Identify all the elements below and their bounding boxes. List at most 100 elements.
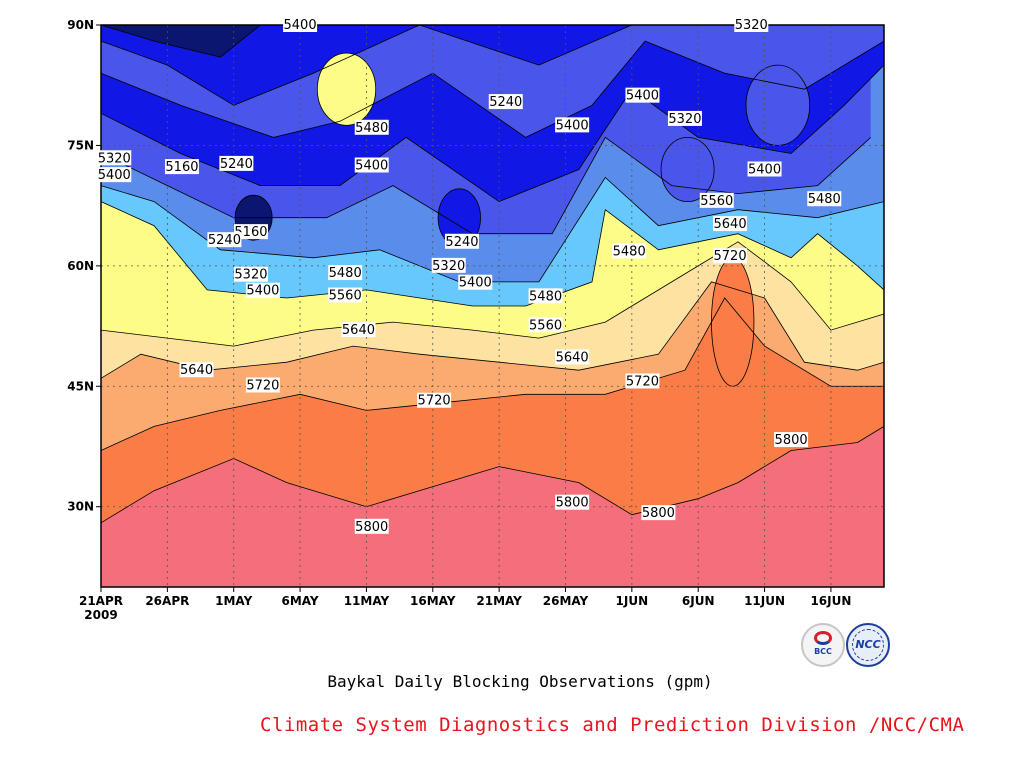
contour-label-text: 5320 <box>668 112 701 127</box>
contour-line <box>100 136 871 235</box>
y-tick-label: 75N <box>67 138 94 152</box>
contour-label-text: 5400 <box>284 18 317 33</box>
contour-label-box <box>354 518 389 534</box>
contour-label-text: 5720 <box>714 249 747 264</box>
contour-label-box <box>713 216 748 232</box>
contour-label-text: 5480 <box>529 289 562 304</box>
contour-line <box>100 297 884 451</box>
contour-label: 5480 <box>807 191 842 207</box>
contour-label-text: 5160 <box>165 160 198 175</box>
contour-label: 5480 <box>328 265 363 281</box>
contour-label: 5240 <box>207 232 242 248</box>
contour-label: 5400 <box>747 161 782 178</box>
contour-line <box>100 24 261 58</box>
contour-label: 5640 <box>713 216 748 232</box>
contour-label-text: 5480 <box>613 244 646 259</box>
contour-label-box <box>555 349 590 365</box>
contour-label-text: 5320 <box>234 268 267 283</box>
contour-label: 5400 <box>245 282 280 299</box>
contour-label-text: 5400 <box>626 89 659 104</box>
contour-label: 5400 <box>458 274 493 291</box>
contour-label-box <box>245 377 280 393</box>
ncc-logo-icon: NCC <box>846 623 890 667</box>
contour-label: 5320 <box>734 17 769 33</box>
contour-label-text: 5320 <box>735 18 768 33</box>
contour-label-box <box>699 192 734 208</box>
contour-label-box <box>444 233 479 249</box>
x-tick-label: 1MAY <box>215 594 252 608</box>
contour-label-box <box>283 17 318 32</box>
contour-label: 5800 <box>641 505 676 521</box>
contour-label-text: 5720 <box>626 374 659 389</box>
contour-label: 5640 <box>179 362 214 378</box>
contour-label-box <box>458 274 493 290</box>
grid-lines <box>101 25 884 587</box>
contour-label-box <box>233 266 268 282</box>
contour-label-box <box>328 265 363 281</box>
contour-label-box <box>528 317 563 333</box>
contour-label: 5480 <box>354 119 389 136</box>
contour-label: 5240 <box>444 233 479 250</box>
y-tick-label: 45N <box>67 379 94 393</box>
contour-line <box>100 241 885 347</box>
x-tick-label: 26MAY <box>543 594 589 608</box>
contour-label-box <box>555 117 590 133</box>
contour-label-box <box>179 362 214 378</box>
contour-label: 5160 <box>233 224 268 240</box>
contour-label-box <box>354 119 389 135</box>
contour-label: 5480 <box>612 243 647 259</box>
contour-label-text: 5400 <box>246 284 279 299</box>
x-tick-label: 11MAY <box>344 594 390 608</box>
contour-label-box <box>164 159 199 175</box>
contour-label-box <box>555 494 590 510</box>
contour-label: 5560 <box>328 287 363 304</box>
contour-label: 5720 <box>245 377 280 393</box>
contour-label: 5720 <box>625 373 660 389</box>
contour-line <box>100 201 885 307</box>
contour-label: 5800 <box>354 518 389 535</box>
contour-label: 5560 <box>528 317 563 333</box>
contour-label-text: 5560 <box>329 289 362 304</box>
contour-label-text: 5800 <box>642 506 675 521</box>
blob-low-5320-north <box>745 64 811 146</box>
contour-label-text: 5640 <box>714 217 747 232</box>
contour-label-box <box>431 257 466 273</box>
contour-label: 5240 <box>488 94 523 110</box>
contour-label-text: 5160 <box>234 225 267 240</box>
contour-label: 5240 <box>219 155 254 172</box>
contour-label-text: 5240 <box>445 235 478 250</box>
contour-label: 5320 <box>431 257 466 274</box>
x-tick-label: 16JUN <box>810 594 851 608</box>
contour-label: 5320 <box>97 150 132 166</box>
y-tick-label: 30N <box>67 500 94 514</box>
contour-label-box <box>207 232 242 248</box>
contour-line <box>100 24 632 106</box>
contour-label: 5160 <box>164 159 199 175</box>
contour-label-text: 5800 <box>775 433 808 448</box>
contour-label: 5400 <box>354 157 389 174</box>
contour-label-box <box>612 243 647 259</box>
band-below-5160 <box>101 25 261 58</box>
contour-label-box <box>354 157 389 173</box>
contour-label-text: 5400 <box>98 168 131 183</box>
contour-label-text: 5800 <box>355 520 388 535</box>
contour-label: 5800 <box>774 432 809 448</box>
contour-label: 5800 <box>555 494 590 511</box>
bcc-logo-text: BCC <box>814 647 832 656</box>
contour-label-box <box>774 432 809 448</box>
contour-label-text: 5240 <box>489 95 522 110</box>
axis-ticks: 21APR 26APR 1MAY 6MAY 11MAY 16MAY 21MAY 26MAY 1J… <box>67 18 851 622</box>
contour-line <box>100 281 885 379</box>
contour-label-text: 5720 <box>246 378 279 393</box>
contour-label-text: 5480 <box>355 121 388 136</box>
contour-label: 5480 <box>528 288 563 304</box>
x-year-label: 2009 <box>84 608 117 622</box>
contour-label-box <box>667 110 702 126</box>
blob-high-5720 <box>711 257 755 387</box>
x-tick-label: 1JUN <box>616 594 649 608</box>
contour-label-text: 5320 <box>98 151 131 166</box>
contour-label-text: 5640 <box>556 350 589 365</box>
x-tick-label: 6JUN <box>682 594 715 608</box>
contour-label-box <box>97 150 132 166</box>
